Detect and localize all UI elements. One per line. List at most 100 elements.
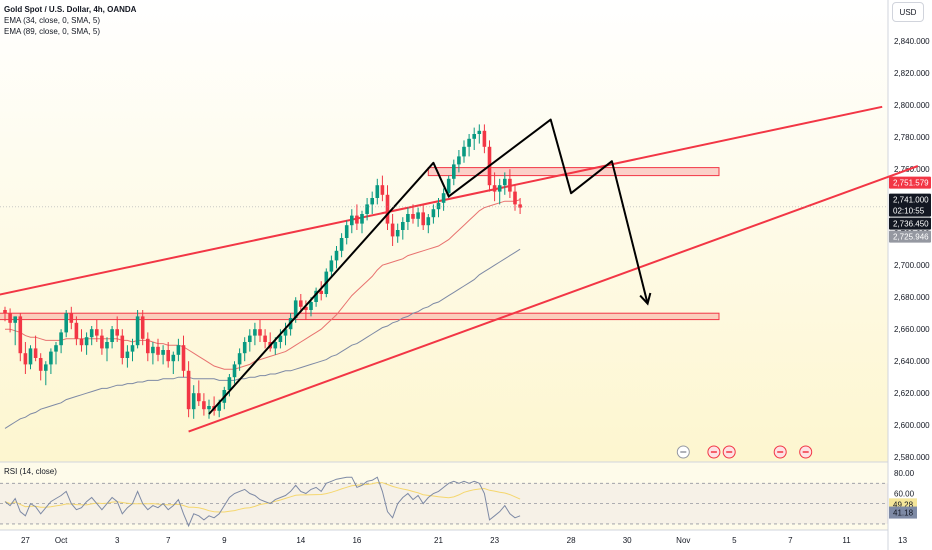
candle-body — [299, 300, 303, 307]
candle-body — [436, 202, 441, 210]
candle-body — [431, 209, 436, 218]
economic-event-icon[interactable] — [773, 445, 787, 459]
candle-body — [3, 310, 7, 314]
candle-body — [513, 191, 517, 205]
price-tick-label: 2,600.000 — [894, 421, 930, 430]
candle-body — [421, 212, 425, 226]
event-icons[interactable] — [676, 445, 813, 459]
candle-body — [161, 350, 165, 355]
chart-title: Gold Spot / U.S. Dollar, 4h, OANDA — [4, 5, 137, 14]
price-tick-label: 2,700.000 — [894, 261, 930, 270]
time-tick-label: 11 — [842, 536, 851, 545]
candle-body — [237, 353, 242, 365]
rsi-tick-label: 60.00 — [894, 489, 915, 498]
candle-body — [273, 342, 278, 349]
ema-89-line-group — [4, 248, 521, 429]
candle-body — [135, 316, 140, 346]
candle-body — [125, 351, 130, 358]
price-tag-text: 2,741.000 — [893, 196, 929, 205]
candle-body — [227, 377, 232, 390]
candle-body — [406, 214, 410, 222]
candle-body — [38, 358, 43, 371]
candle-body — [84, 337, 89, 346]
rsi-line — [4, 476, 521, 528]
candle-body — [350, 215, 354, 226]
chart-legend: Gold Spot / U.S. Dollar, 4h, OANDA EMA (… — [4, 4, 136, 37]
candle-body — [401, 222, 405, 230]
indicator-ema-89-label[interactable]: EMA (89, close, 0, SMA, 5) — [4, 27, 101, 36]
time-tick-label: 21 — [434, 536, 443, 545]
economic-event-icon[interactable] — [707, 445, 721, 459]
candle-body — [89, 329, 94, 338]
price-tag — [889, 230, 931, 243]
candle-body — [248, 335, 252, 342]
time-tick-label: 13 — [898, 536, 907, 545]
time-tick-label: 30 — [623, 536, 632, 545]
ema-34-line — [5, 199, 521, 370]
candle-body — [339, 238, 344, 251]
ema-34-line-group — [5, 199, 521, 370]
economic-event-icon[interactable] — [799, 445, 813, 459]
time-tick-label: 7 — [166, 536, 171, 545]
currency-button[interactable]: USD — [892, 2, 924, 22]
candle-body — [411, 214, 415, 219]
time-tick-label: 16 — [352, 536, 361, 545]
candle-body — [508, 178, 512, 192]
candle-body — [140, 316, 145, 339]
candle-body — [472, 134, 476, 139]
candle-body — [13, 316, 17, 323]
price-tick-label: 2,680.000 — [894, 293, 930, 302]
price-tick-label: 2,840.000 — [894, 37, 930, 46]
projection-path — [208, 118, 649, 415]
candle-body — [278, 335, 283, 342]
candle-body — [497, 185, 502, 192]
price-tick-label: 2,580.000 — [894, 453, 930, 462]
dividend-event-icon[interactable] — [676, 445, 690, 459]
candle-body — [115, 329, 119, 336]
candle-body — [242, 342, 247, 354]
candle-body — [110, 329, 114, 342]
candle-body — [166, 350, 170, 362]
rsi-label[interactable]: RSI (14, close) — [4, 467, 57, 476]
candle-body — [54, 345, 58, 352]
indicator-ema-34-label[interactable]: EMA (34, close, 0, SMA, 5) — [4, 16, 101, 25]
support-zone — [0, 312, 720, 321]
candle-body — [33, 348, 38, 358]
candle-body — [202, 401, 206, 410]
candle-body — [503, 178, 507, 186]
time-tick-label: 5 — [732, 536, 737, 545]
candle-body — [69, 313, 74, 323]
time-tick-label: 3 — [115, 536, 120, 545]
rsi-ma-line — [4, 482, 521, 513]
price-tick-label: 2,780.000 — [894, 133, 930, 142]
candle-body — [8, 313, 12, 323]
candle-body — [74, 322, 79, 339]
price-axis-background — [888, 0, 932, 550]
candle-body — [304, 306, 308, 310]
time-tick-label: 14 — [296, 536, 305, 545]
economic-event-icon[interactable] — [722, 445, 736, 459]
candle-body — [28, 348, 33, 365]
candle-body — [44, 364, 48, 371]
price-tag-text: 2,725.946 — [893, 233, 929, 242]
candle-body — [492, 185, 497, 192]
candle-body — [156, 346, 160, 355]
price-tag — [889, 176, 931, 189]
price-tick-label: 2,620.000 — [894, 389, 930, 398]
channel-lower-line — [188, 165, 919, 433]
candle-body — [130, 345, 135, 352]
candle-body — [120, 335, 125, 358]
candle-body — [446, 178, 451, 194]
price-tag-text: 2,736.450 — [893, 220, 929, 229]
candle-body — [105, 342, 109, 349]
candle-body — [482, 130, 487, 147]
price-tick-label: 2,640.000 — [894, 357, 930, 366]
candle-body — [314, 290, 318, 302]
candle-body — [258, 329, 262, 336]
candle-body — [64, 313, 68, 333]
candle-body — [344, 225, 349, 238]
ema-89-line — [4, 248, 521, 429]
candle-body — [467, 138, 471, 147]
